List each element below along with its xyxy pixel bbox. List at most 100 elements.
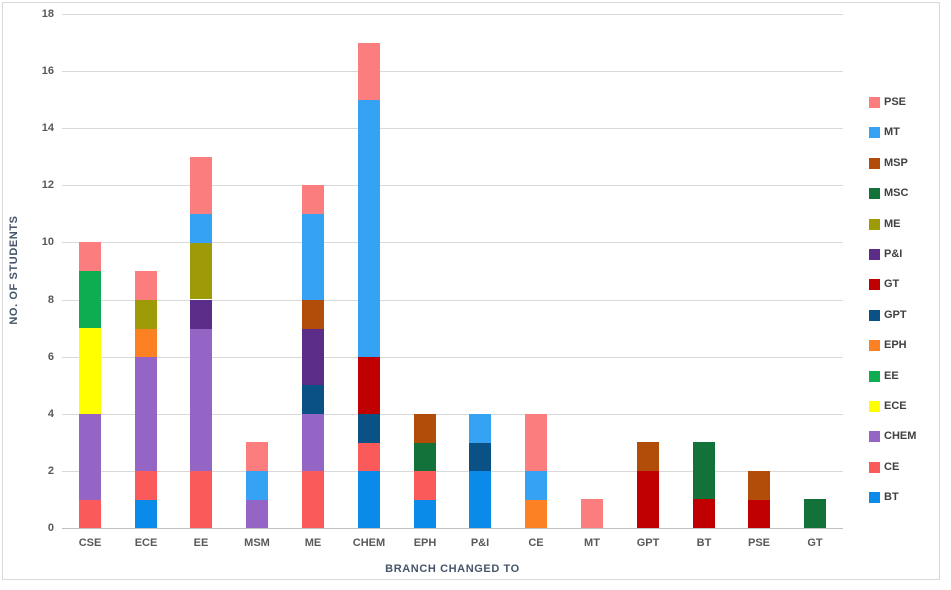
- bar-segment-CSE-ECE: [79, 328, 101, 414]
- bar-segment-CHEM-MT: [358, 100, 380, 357]
- legend-swatch-icon: [869, 96, 880, 108]
- legend-item-P&I: P&I: [869, 248, 902, 260]
- bar-segment-P&I-BT: [469, 471, 491, 528]
- bar-segment-BT-MSC: [693, 442, 715, 499]
- bar-segment-EPH-MSC: [414, 442, 436, 471]
- legend-swatch-icon: [869, 400, 880, 412]
- x-tick-label-GT: GT: [807, 537, 823, 549]
- bar-segment-GPT-GT: [637, 471, 659, 528]
- bar-segment-EPH-CE: [414, 471, 436, 500]
- legend-swatch-icon: [869, 339, 880, 351]
- bar-segment-CE-EPH: [525, 499, 547, 528]
- legend-swatch-icon: [869, 370, 880, 382]
- legend-item-ME: ME: [869, 218, 901, 230]
- legend-label: ECE: [884, 399, 907, 412]
- bar-segment-CE-MT: [525, 471, 547, 500]
- y-tick-label: 6: [47, 351, 54, 363]
- bar-segment-ECE-ME: [135, 300, 157, 329]
- bar-segment-MSM-PSE: [246, 442, 268, 471]
- legend-swatch-icon: [869, 461, 880, 473]
- legend-label: EPH: [884, 338, 907, 351]
- bar-segment-EPH-MSP: [414, 414, 436, 443]
- bar-segment-CHEM-PSE: [358, 43, 380, 100]
- x-axis-line: [62, 528, 843, 529]
- bar-segment-EPH-BT: [414, 499, 436, 528]
- bar-segment-CHEM-BT: [358, 471, 380, 528]
- legend-swatch-icon: [869, 157, 880, 169]
- legend-item-EPH: EPH: [869, 339, 907, 351]
- gridline: [62, 185, 843, 186]
- bar-segment-P&I-MT: [469, 414, 491, 443]
- gridline: [62, 471, 843, 472]
- legend-label: GPT: [884, 308, 907, 321]
- x-tick-label-BT: BT: [696, 537, 712, 549]
- legend-label: ME: [884, 217, 901, 230]
- y-tick-label: 14: [41, 122, 54, 134]
- legend-item-MSP: MSP: [869, 157, 908, 169]
- y-tick-label: 2: [47, 465, 54, 477]
- legend-label: MSC: [884, 186, 909, 199]
- bar-segment-P&I-GPT: [469, 442, 491, 471]
- gridline: [62, 242, 843, 243]
- legend-swatch-icon: [869, 248, 880, 260]
- bar-segment-EE-CHEM: [190, 328, 212, 471]
- legend-swatch-icon: [869, 278, 880, 290]
- legend-label: PSE: [884, 95, 907, 108]
- x-tick-label-ME: ME: [304, 537, 322, 549]
- bar-segment-MSM-CHEM: [246, 499, 268, 528]
- legend-item-EE: EE: [869, 370, 899, 382]
- bar-segment-ME-MT: [302, 214, 324, 300]
- legend-label: GT: [884, 277, 900, 290]
- bar-segment-CHEM-GT: [358, 357, 380, 414]
- legend-swatch-icon: [869, 218, 880, 230]
- bar-segment-ME-CHEM: [302, 414, 324, 471]
- legend-item-GT: GT: [869, 278, 899, 290]
- y-tick-label: 18: [41, 8, 54, 20]
- bar-segment-CSE-EE: [79, 271, 101, 328]
- x-tick-label-MSM: MSM: [244, 537, 270, 549]
- bar-segment-ME-P&I: [302, 328, 324, 385]
- gridline: [62, 128, 843, 129]
- legend-label: MSP: [884, 156, 908, 169]
- bar-segment-EE-ME: [190, 242, 212, 299]
- x-tick-label-CHEM: CHEM: [352, 537, 386, 549]
- bar-segment-PSE-MSP: [748, 471, 770, 500]
- x-tick-label-CSE: CSE: [78, 537, 102, 549]
- legend-swatch-icon: [869, 126, 880, 138]
- legend-swatch-icon: [869, 309, 880, 321]
- gridline: [62, 71, 843, 72]
- x-tick-label-P&I: P&I: [470, 537, 490, 549]
- legend-swatch-icon: [869, 430, 880, 442]
- bar-segment-ECE-EPH: [135, 328, 157, 357]
- bar-segment-ME-CE: [302, 471, 324, 528]
- legend-label: EE: [884, 369, 899, 382]
- bar-segment-EE-MT: [190, 214, 212, 243]
- bar-segment-GT-MSC: [804, 499, 826, 528]
- bar-segment-ECE-CE: [135, 471, 157, 500]
- y-tick-label: 10: [41, 236, 54, 248]
- bar-segment-GPT-MSP: [637, 442, 659, 471]
- gridline: [62, 414, 843, 415]
- y-axis-title: NO. OF STUDENTS: [8, 215, 20, 325]
- legend-item-PSE: PSE: [869, 96, 906, 108]
- x-tick-label-MT: MT: [584, 537, 600, 549]
- legend-item-BT: BT: [869, 491, 899, 503]
- y-tick-label: 16: [41, 65, 54, 77]
- bar-segment-CSE-CE: [79, 499, 101, 528]
- legend-label: CE: [884, 460, 900, 473]
- bar-segment-MT-PSE: [581, 499, 603, 528]
- bar-segment-ECE-PSE: [135, 271, 157, 300]
- bar-segment-ECE-CHEM: [135, 357, 157, 471]
- bar-segment-BT-GT: [693, 499, 715, 528]
- legend-label: CHEM: [884, 429, 917, 442]
- bar-segment-CHEM-GPT: [358, 414, 380, 443]
- legend-item-CE: CE: [869, 461, 899, 473]
- x-tick-label-GPT: GPT: [636, 537, 660, 549]
- gridline: [62, 357, 843, 358]
- bar-segment-PSE-GT: [748, 499, 770, 528]
- legend-label: P&I: [884, 247, 903, 260]
- x-tick-label-CE: CE: [528, 537, 544, 549]
- legend-item-MT: MT: [869, 126, 900, 138]
- y-tick-label: 0: [47, 522, 54, 534]
